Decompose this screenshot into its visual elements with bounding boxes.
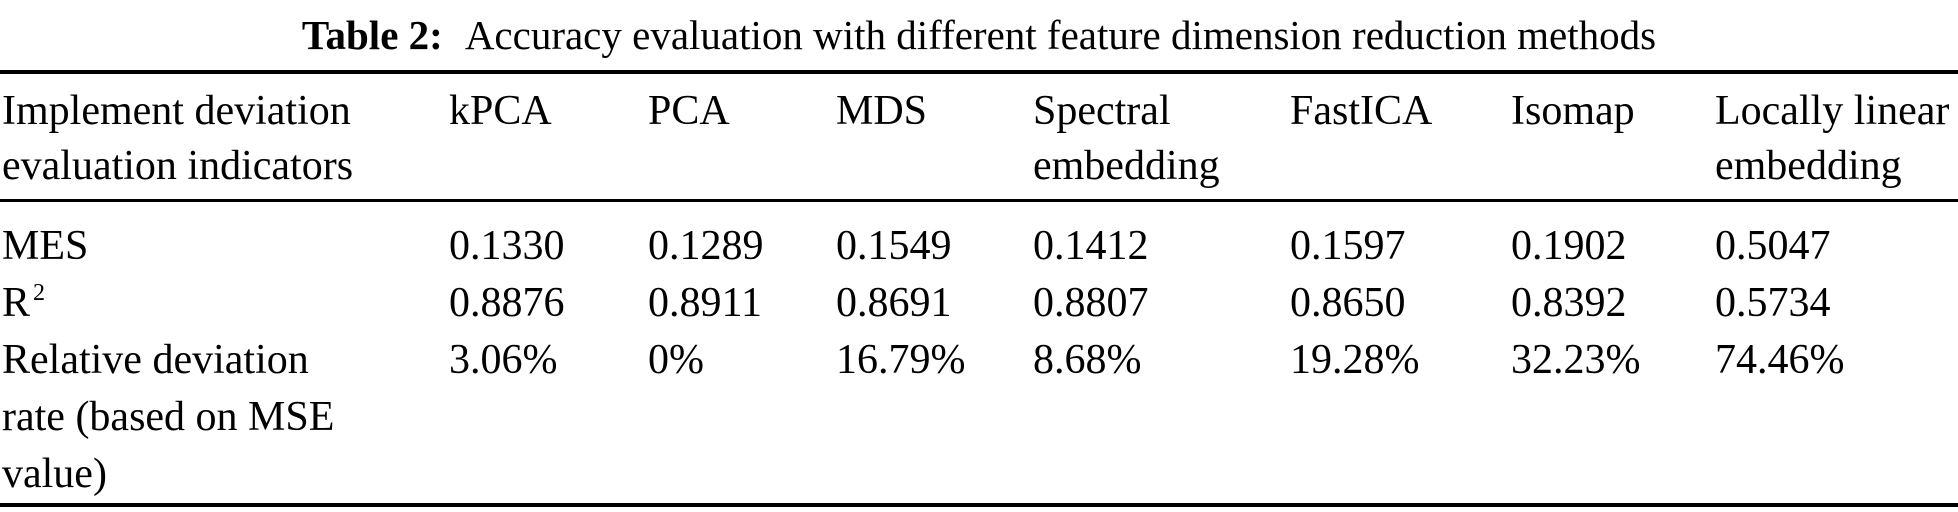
cell-mes-kpca: 0.1330: [449, 201, 648, 276]
value-text: 0.1549: [836, 223, 952, 269]
table-caption-number: Table 2:: [301, 12, 443, 58]
value-text: 19.28%: [1290, 337, 1420, 383]
header-indicator-line1: Implement deviation: [2, 88, 351, 134]
cell-reldev-spectral: 8.68%: [1033, 332, 1290, 505]
cell-mes-pca: 0.1289: [648, 201, 836, 276]
cell-mes-isomap: 0.1902: [1511, 201, 1715, 276]
header-indicator-line2: evaluation indicators: [2, 143, 354, 189]
cell-r2-lle: 0.5734: [1715, 275, 1958, 332]
header-kpca: kPCA: [449, 72, 648, 202]
value-text: 0.1330: [449, 223, 565, 269]
row-label-relative-deviation: Relative deviation rate (based on MSE va…: [0, 332, 449, 505]
cell-reldev-fastica: 19.28%: [1290, 332, 1511, 505]
header-lle-line2: embedding: [1715, 143, 1902, 189]
header-mds-line1: MDS: [836, 88, 928, 134]
header-indicator-column: Implement deviation evaluation indicator…: [0, 72, 449, 202]
cell-reldev-mds: 16.79%: [836, 332, 1033, 505]
row-label-relative-line1: Relative deviation: [2, 337, 309, 383]
value-text: 32.23%: [1511, 337, 1641, 383]
value-text: 0.5734: [1715, 280, 1831, 326]
header-fastica-line1: FastICA: [1290, 88, 1433, 134]
value-text: 0%: [648, 337, 704, 383]
value-text: 8.68%: [1033, 337, 1142, 383]
value-text: 16.79%: [836, 337, 966, 383]
header-kpca-line1: kPCA: [449, 88, 552, 134]
table-caption-text: Accuracy evaluation with different featu…: [464, 12, 1657, 58]
row-label-relative-line2: rate (based on MSE: [2, 394, 335, 440]
value-text: 0.1412: [1033, 223, 1149, 269]
cell-r2-pca: 0.8911: [648, 275, 836, 332]
row-label-mes: MES: [0, 201, 449, 276]
row-label-r-base: R: [2, 280, 31, 326]
cell-r2-mds: 0.8691: [836, 275, 1033, 332]
header-isomap: Isomap: [1511, 72, 1715, 202]
row-label-relative-line3: value): [2, 451, 107, 497]
value-text: 0.8691: [836, 280, 952, 326]
value-text: 0.1597: [1290, 223, 1406, 269]
cell-reldev-lle: 74.46%: [1715, 332, 1958, 505]
header-pca: PCA: [648, 72, 836, 202]
cell-r2-fastica: 0.8650: [1290, 275, 1511, 332]
cell-mes-spectral: 0.1412: [1033, 201, 1290, 276]
cell-r2-spectral: 0.8807: [1033, 275, 1290, 332]
value-text: 0.1289: [648, 223, 764, 269]
value-text: 3.06%: [449, 337, 558, 383]
cell-r2-isomap: 0.8392: [1511, 275, 1715, 332]
header-lle-line1: Locally linear: [1715, 88, 1950, 134]
row-label-mes-text: MES: [2, 223, 89, 269]
cell-r2-kpca: 0.8876: [449, 275, 648, 332]
header-isomap-line1: Isomap: [1511, 88, 1635, 134]
cell-reldev-pca: 0%: [648, 332, 836, 505]
value-text: 0.1902: [1511, 223, 1627, 269]
cell-mes-fastica: 0.1597: [1290, 201, 1511, 276]
row-label-r-exponent: 2: [33, 280, 46, 306]
header-mds: MDS: [836, 72, 1033, 202]
cell-reldev-isomap: 32.23%: [1511, 332, 1715, 505]
header-spectral-embedding: Spectral embedding: [1033, 72, 1290, 202]
value-text: 0.5047: [1715, 223, 1831, 269]
header-spectral-line2: embedding: [1033, 143, 1220, 189]
cell-mes-lle: 0.5047: [1715, 201, 1958, 276]
cell-reldev-kpca: 3.06%: [449, 332, 648, 505]
value-text: 0.8392: [1511, 280, 1627, 326]
value-text: 0.8807: [1033, 280, 1149, 326]
table-row-mes: MES 0.1330 0.1289 0.1549 0.1412 0.1597 0…: [0, 201, 1958, 276]
cell-mes-mds: 0.1549: [836, 201, 1033, 276]
header-spectral-line1: Spectral: [1033, 88, 1171, 134]
table-row-relative-deviation: Relative deviation rate (based on MSE va…: [0, 332, 1958, 505]
header-locally-linear-embedding: Locally linear embedding: [1715, 72, 1958, 202]
value-text: 0.8876: [449, 280, 565, 326]
table-caption: Table 2: Accuracy evaluation with differe…: [0, 0, 1958, 64]
results-table: Implement deviation evaluation indicator…: [0, 70, 1958, 507]
value-text: 74.46%: [1715, 337, 1845, 383]
header-pca-line1: PCA: [648, 88, 730, 134]
value-text: 0.8911: [648, 280, 762, 326]
header-row: Implement deviation evaluation indicator…: [0, 72, 1958, 202]
header-fastica: FastICA: [1290, 72, 1511, 202]
value-text: 0.8650: [1290, 280, 1406, 326]
